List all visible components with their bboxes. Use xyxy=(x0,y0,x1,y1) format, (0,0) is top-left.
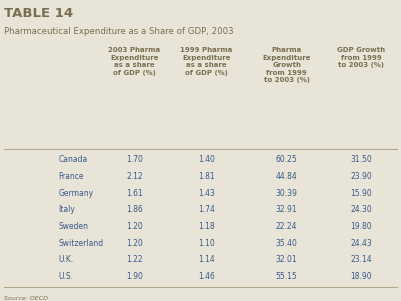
Text: 1.20: 1.20 xyxy=(126,239,143,248)
Text: Pharmaceutical Expenditure as a Share of GDP, 2003: Pharmaceutical Expenditure as a Share of… xyxy=(4,26,234,36)
Text: 32.01: 32.01 xyxy=(276,255,298,264)
Text: France: France xyxy=(58,172,84,181)
Text: 1.46: 1.46 xyxy=(198,272,215,281)
Text: 18.90: 18.90 xyxy=(350,272,372,281)
Text: GDP Growth
from 1999
to 2003 (%): GDP Growth from 1999 to 2003 (%) xyxy=(337,47,385,68)
Text: Canada: Canada xyxy=(58,156,87,164)
Text: 1.14: 1.14 xyxy=(198,255,215,264)
Text: 1.81: 1.81 xyxy=(198,172,215,181)
Text: 1.90: 1.90 xyxy=(126,272,143,281)
Text: 1.40: 1.40 xyxy=(198,156,215,164)
Text: 2003 Pharma
Expenditure
as a share
of GDP (%): 2003 Pharma Expenditure as a share of GD… xyxy=(108,47,160,76)
Text: 31.50: 31.50 xyxy=(350,156,372,164)
Text: 1.61: 1.61 xyxy=(126,189,143,198)
Text: 55.15: 55.15 xyxy=(276,272,298,281)
Text: 23.90: 23.90 xyxy=(350,172,372,181)
Text: Source: OECD: Source: OECD xyxy=(4,296,48,301)
Text: 15.90: 15.90 xyxy=(350,189,372,198)
Text: 23.14: 23.14 xyxy=(350,255,372,264)
Text: 24.30: 24.30 xyxy=(350,205,372,214)
Text: U.S.: U.S. xyxy=(58,272,73,281)
Text: 1.18: 1.18 xyxy=(198,222,215,231)
Text: 32.91: 32.91 xyxy=(276,205,298,214)
Text: 22.24: 22.24 xyxy=(276,222,298,231)
Text: 1.22: 1.22 xyxy=(126,255,143,264)
Text: 1.20: 1.20 xyxy=(126,222,143,231)
Text: 35.40: 35.40 xyxy=(276,239,298,248)
Text: Sweden: Sweden xyxy=(58,222,88,231)
Text: 1.70: 1.70 xyxy=(126,156,143,164)
Text: 24.43: 24.43 xyxy=(350,239,372,248)
Text: Germany: Germany xyxy=(58,189,93,198)
Text: Italy: Italy xyxy=(58,205,75,214)
Text: 44.84: 44.84 xyxy=(276,172,298,181)
Text: 60.25: 60.25 xyxy=(276,156,298,164)
Text: 1.74: 1.74 xyxy=(198,205,215,214)
Text: 1999 Pharma
Expenditure
as a share
of GDP (%): 1999 Pharma Expenditure as a share of GD… xyxy=(180,47,233,76)
Text: 19.80: 19.80 xyxy=(350,222,372,231)
Text: Pharma
Expenditure
Growth
from 1999
to 2003 (%): Pharma Expenditure Growth from 1999 to 2… xyxy=(263,47,311,83)
Text: Switzerland: Switzerland xyxy=(58,239,103,248)
Text: 1.86: 1.86 xyxy=(126,205,143,214)
Text: 1.43: 1.43 xyxy=(198,189,215,198)
Text: 2.12: 2.12 xyxy=(126,172,143,181)
Text: TABLE 14: TABLE 14 xyxy=(4,7,73,20)
Text: 1.10: 1.10 xyxy=(198,239,215,248)
Text: 30.39: 30.39 xyxy=(276,189,298,198)
Text: U.K.: U.K. xyxy=(58,255,73,264)
